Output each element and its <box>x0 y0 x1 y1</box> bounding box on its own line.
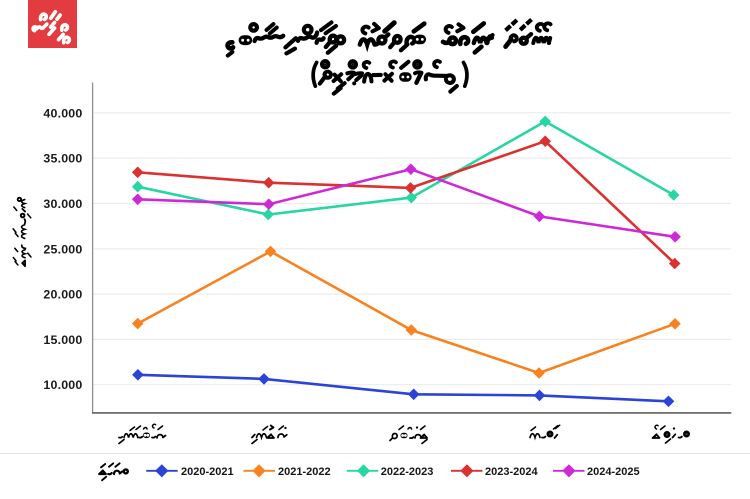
svg-text:10.000: 10.000 <box>43 378 82 392</box>
svg-text:15.000: 15.000 <box>43 333 82 347</box>
svg-text:2024-2025: 2024-2025 <box>587 466 640 478</box>
svg-text:30.000: 30.000 <box>43 197 82 211</box>
svg-text:25.000: 25.000 <box>43 242 82 256</box>
svg-text:2022-2023: 2022-2023 <box>381 466 434 478</box>
svg-text:35.000: 35.000 <box>43 152 82 166</box>
svg-text:40.000: 40.000 <box>43 106 82 120</box>
svg-text:2021-2022: 2021-2022 <box>278 466 331 478</box>
svg-text:2023-2024: 2023-2024 <box>485 466 538 478</box>
svg-text:20.000: 20.000 <box>43 288 82 302</box>
svg-text:2020-2021: 2020-2021 <box>181 466 234 478</box>
